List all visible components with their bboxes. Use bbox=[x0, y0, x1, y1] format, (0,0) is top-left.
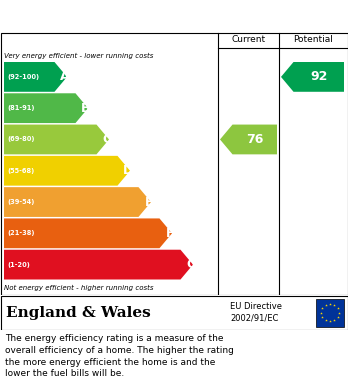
Text: G: G bbox=[186, 258, 196, 271]
Text: (92-100): (92-100) bbox=[7, 74, 39, 80]
Polygon shape bbox=[4, 250, 193, 280]
Text: Very energy efficient - lower running costs: Very energy efficient - lower running co… bbox=[4, 53, 153, 59]
Polygon shape bbox=[281, 62, 344, 92]
Polygon shape bbox=[4, 125, 109, 154]
Text: (39-54): (39-54) bbox=[7, 199, 34, 205]
Polygon shape bbox=[4, 187, 151, 217]
Text: (69-80): (69-80) bbox=[7, 136, 34, 142]
Text: F: F bbox=[166, 227, 174, 240]
Text: Current: Current bbox=[231, 36, 266, 45]
Text: (21-38): (21-38) bbox=[7, 230, 34, 236]
Text: (55-68): (55-68) bbox=[7, 168, 34, 174]
Text: EU Directive: EU Directive bbox=[230, 302, 282, 311]
Text: 92: 92 bbox=[310, 70, 327, 83]
Text: B: B bbox=[81, 102, 91, 115]
Text: Not energy efficient - higher running costs: Not energy efficient - higher running co… bbox=[4, 285, 153, 291]
Text: A: A bbox=[60, 70, 70, 83]
Text: 76: 76 bbox=[246, 133, 263, 146]
Polygon shape bbox=[4, 219, 172, 248]
Text: Potential: Potential bbox=[294, 36, 333, 45]
Text: 2002/91/EC: 2002/91/EC bbox=[230, 314, 278, 323]
Text: (1-20): (1-20) bbox=[7, 262, 30, 267]
Text: The energy efficiency rating is a measure of the
overall efficiency of a home. T: The energy efficiency rating is a measur… bbox=[5, 334, 234, 378]
Polygon shape bbox=[4, 156, 130, 186]
Text: (81-91): (81-91) bbox=[7, 105, 34, 111]
Text: D: D bbox=[123, 164, 133, 177]
Polygon shape bbox=[4, 62, 67, 92]
Text: Energy Efficiency Rating: Energy Efficiency Rating bbox=[63, 9, 285, 23]
Text: England & Wales: England & Wales bbox=[6, 305, 151, 319]
Text: C: C bbox=[103, 133, 112, 146]
Polygon shape bbox=[220, 125, 277, 154]
Polygon shape bbox=[4, 93, 88, 123]
Text: E: E bbox=[145, 196, 153, 208]
Bar bbox=[316, 298, 344, 326]
